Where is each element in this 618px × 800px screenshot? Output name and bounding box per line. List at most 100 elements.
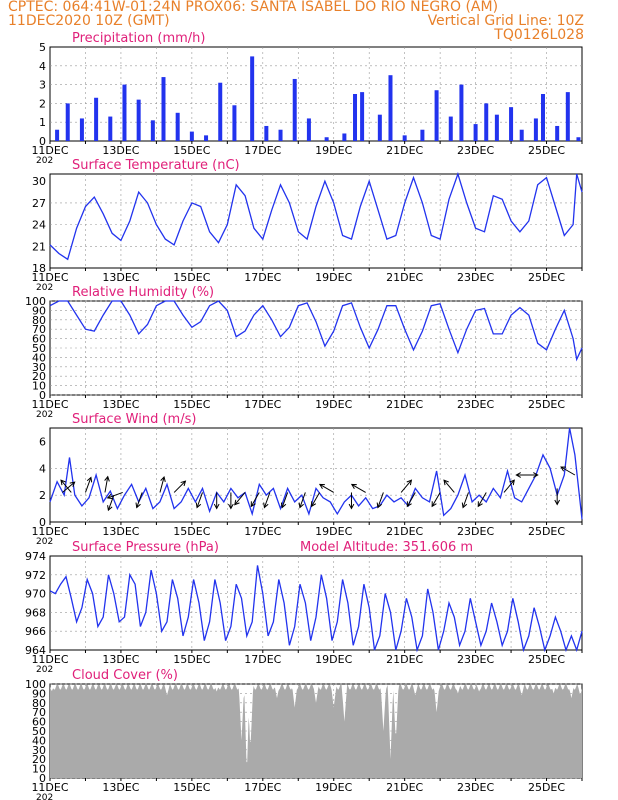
wind-arrow (377, 492, 384, 508)
wind-arrow-head (533, 472, 539, 478)
wind-arrow (234, 492, 246, 506)
wind-arrow (406, 492, 416, 507)
wind-xtick-label: 21DEC (386, 525, 423, 538)
pres-frame (49, 555, 583, 651)
precip-bar (484, 103, 489, 141)
wind-arrow-head (554, 499, 561, 506)
precip-bar (519, 129, 524, 141)
precip-ytick-label: 3 (39, 79, 46, 92)
precip-xtick-label: 25DEC (528, 144, 565, 157)
cloud-ytick-label: 70 (32, 706, 46, 719)
rh-ytick-label: 70 (32, 323, 46, 336)
header-datetime: 11DEC2020 10Z (GMT) (8, 13, 170, 29)
wind-arrow (400, 479, 412, 493)
precip-year-label: 202 (36, 156, 53, 166)
temp-frame (49, 173, 583, 269)
rh-ytick-label: 100 (25, 295, 46, 308)
wind-arrow (62, 481, 75, 493)
pres-xtick-label: 13DEC (102, 653, 139, 666)
precip-bar (473, 124, 478, 141)
wind-xtick-label: 19DEC (315, 525, 352, 538)
precip-bar (360, 92, 365, 141)
precip-ytick-label: 4 (39, 60, 46, 73)
precip-bar (150, 120, 155, 141)
wind-ytick-label: 6 (39, 435, 46, 448)
wind-arrow (477, 492, 487, 507)
cloud-ytick-label: 20 (32, 753, 46, 766)
cloud-xtick-label: 25DEC (528, 781, 565, 794)
wind-xtick-label: 25DEC (528, 525, 565, 538)
rh-xtick-label: 11DEC (31, 398, 68, 411)
temp-xtick-label: 15DEC (173, 271, 210, 284)
wind-arrow-head (431, 501, 437, 508)
wind-arrow (104, 476, 109, 493)
wind-arrow-head (250, 501, 256, 508)
wind-arrow-head (160, 475, 166, 482)
wind-arrow (560, 466, 576, 476)
precip-bar (264, 125, 269, 141)
wind-arrow-head (443, 479, 449, 486)
pres-ytick-label: 964 (25, 644, 46, 657)
rh-xtick-label: 17DEC (244, 398, 281, 411)
precip-ytick-label: 2 (39, 97, 46, 110)
pres-subtitle: Model Altitude: 351.606 m (300, 540, 473, 555)
precip-bar (250, 56, 255, 141)
rh-ytick-label: 40 (32, 351, 46, 364)
precip-xtick-label: 21DEC (386, 144, 423, 157)
precip-bar (108, 116, 113, 141)
cloud-ytick-label: 50 (32, 725, 46, 738)
wind-arrow-head (376, 502, 382, 509)
cloud-xtick-label: 17DEC (244, 781, 281, 794)
rh-ytick-label: 50 (32, 342, 46, 355)
temp-xtick-label: 13DEC (102, 271, 139, 284)
precip-bar (175, 112, 180, 141)
precip-bar (218, 82, 223, 141)
precip-bar (509, 107, 514, 141)
wind-xtick-label: 23DEC (457, 525, 494, 538)
header-line1: CPTEC: 064:41W-01:24N PROX06: SANTA ISAB… (8, 0, 499, 15)
wind-arrow (263, 492, 271, 508)
pres-ytick-label: 968 (25, 606, 46, 619)
wind-arrow (311, 492, 320, 507)
cloud-year-label: 202 (36, 793, 53, 800)
precip-bar (533, 118, 538, 141)
wind-arrow-head (135, 502, 141, 509)
wind-arrow-head (318, 483, 325, 489)
temp-xtick-label: 19DEC (315, 271, 352, 284)
wind-arrow-head (86, 476, 93, 483)
wind-arrow (351, 484, 366, 493)
precip-bar (388, 75, 393, 141)
wind-arrow (84, 477, 92, 493)
pres-xtick-label: 19DEC (315, 653, 352, 666)
wind-arrow (250, 492, 260, 507)
precip-bar (292, 78, 297, 141)
pres-xtick-label: 11DEC (31, 653, 68, 666)
wind-arrow-head (263, 502, 269, 509)
precip-bar (555, 125, 560, 141)
temp-xtick-label: 17DEC (244, 271, 281, 284)
rh-xtick-label: 23DEC (457, 398, 494, 411)
pres-ytick-label: 974 (25, 550, 46, 563)
precip-bar (204, 135, 209, 141)
wind-arrow (462, 492, 469, 508)
precip-xtick-label: 17DEC (244, 144, 281, 157)
precip-bar (65, 103, 70, 141)
wind-frame (49, 427, 583, 523)
temp-ytick-label: 30 (32, 175, 46, 188)
precip-bar (278, 129, 283, 141)
wind-xtick-label: 17DEC (244, 525, 281, 538)
wind-arrow (159, 476, 165, 493)
cloud-ytick-label: 30 (32, 744, 46, 757)
pres-xtick-label: 23DEC (457, 653, 494, 666)
precip-bar (420, 129, 425, 141)
rh-xtick-label: 15DEC (173, 398, 210, 411)
pres-ytick-label: 972 (25, 569, 46, 582)
temp-xtick-label: 11DEC (31, 271, 68, 284)
precip-bar (353, 94, 358, 141)
wind-arrow (136, 492, 143, 508)
wind-arrow-head (104, 475, 110, 482)
wind-title: Surface Wind (m/s) (72, 412, 196, 427)
pres-xtick-label: 25DEC (528, 653, 565, 666)
rh-year-label: 202 (36, 410, 53, 420)
wind-arrow-head (228, 503, 234, 510)
